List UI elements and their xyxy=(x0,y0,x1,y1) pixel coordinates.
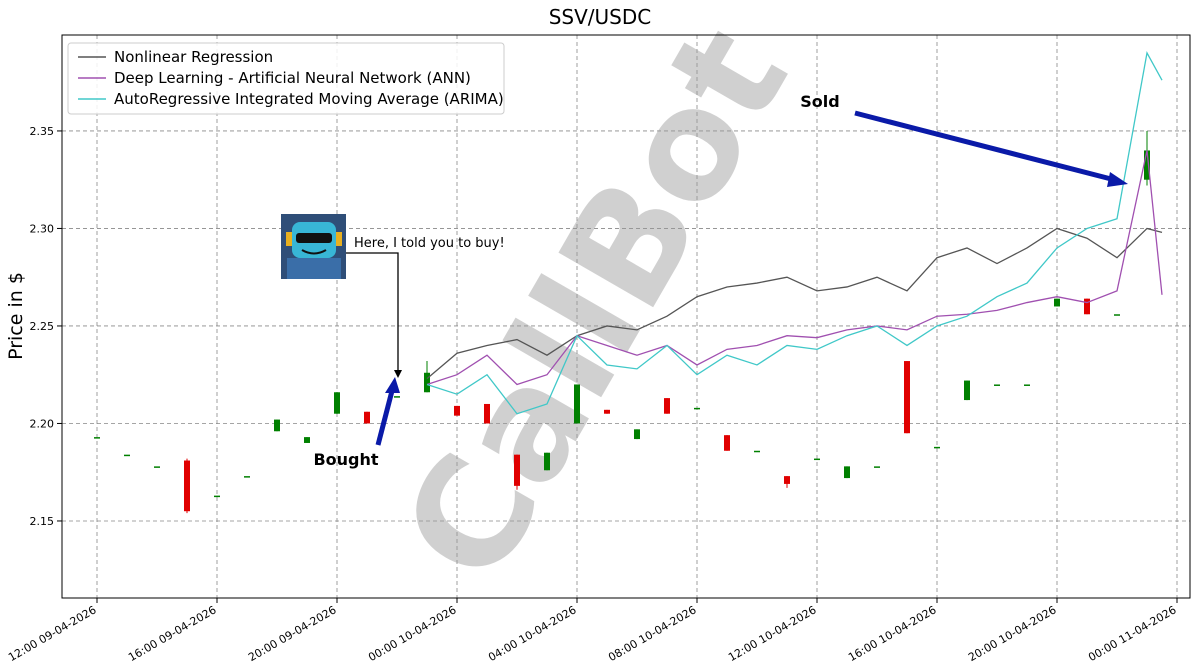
series-line xyxy=(426,150,1163,386)
sold-label: Sold xyxy=(800,92,839,111)
legend-label: Deep Learning - Artificial Neural Networ… xyxy=(114,69,471,87)
series-line xyxy=(426,51,1163,415)
candle-body xyxy=(334,392,340,414)
legend-label: Nonlinear Regression xyxy=(114,48,273,66)
callout-arrow-head xyxy=(394,370,402,378)
candle-body xyxy=(694,407,700,410)
callout-line xyxy=(346,252,399,374)
bought-arrow-head xyxy=(385,377,400,393)
candle-body xyxy=(1024,384,1030,386)
candle-body xyxy=(844,466,850,479)
chart-title: SSV/USDC xyxy=(549,5,652,29)
candle-body xyxy=(1144,150,1150,180)
y-tick-label: 2.35 xyxy=(30,125,55,138)
candle-body xyxy=(814,458,820,461)
candle-body xyxy=(514,454,520,486)
candle-body xyxy=(544,452,550,471)
candle-body xyxy=(1084,298,1090,315)
sold-arrow-head xyxy=(1107,172,1128,187)
candle-body xyxy=(244,476,250,478)
candle-body xyxy=(1054,298,1060,307)
candle-body xyxy=(874,466,880,468)
candle-body xyxy=(664,398,670,414)
y-axis-label: Price in $ xyxy=(5,272,27,360)
candle-body xyxy=(484,403,490,424)
candle-body xyxy=(724,435,730,451)
y-tick-label: 2.20 xyxy=(30,417,55,430)
candle-body xyxy=(604,409,610,414)
candle-body xyxy=(364,411,370,424)
candle-body xyxy=(184,460,190,512)
y-tick-label: 2.30 xyxy=(30,222,55,235)
plot xyxy=(94,51,1163,514)
y-tick-label: 2.25 xyxy=(30,320,55,333)
candle-body xyxy=(454,405,460,416)
candle-body xyxy=(154,466,160,468)
legend: Nonlinear Regression Deep Learning - Arti… xyxy=(67,42,505,115)
bought-arrow xyxy=(375,386,396,446)
series-line xyxy=(426,227,1163,380)
sold-arrow xyxy=(854,110,1116,183)
candle-body xyxy=(394,396,400,398)
candle-body xyxy=(274,419,280,432)
plot-frame xyxy=(61,34,1191,599)
y-tick-label: 2.15 xyxy=(30,515,55,528)
candle-body xyxy=(754,450,760,453)
candle-body xyxy=(904,361,910,434)
legend-box xyxy=(67,42,505,115)
candle-body xyxy=(214,495,220,498)
legend-label: AutoRegressive Integrated Moving Average… xyxy=(114,90,504,108)
robot-avatar xyxy=(281,214,346,279)
candle-body xyxy=(994,384,1000,386)
callout-text: Here, I told you to buy! xyxy=(354,236,505,251)
grid xyxy=(62,35,1190,598)
bought-label: Bought xyxy=(313,450,378,469)
candle-body xyxy=(424,372,430,393)
candle-body xyxy=(94,437,100,439)
candle-body xyxy=(634,429,640,440)
candle-body xyxy=(124,454,130,457)
candle-body xyxy=(784,476,790,484)
candle-body xyxy=(1114,314,1120,316)
candle-body xyxy=(964,380,970,401)
candle-body xyxy=(934,446,940,449)
candle-body xyxy=(574,384,580,424)
candle-body xyxy=(304,437,310,443)
